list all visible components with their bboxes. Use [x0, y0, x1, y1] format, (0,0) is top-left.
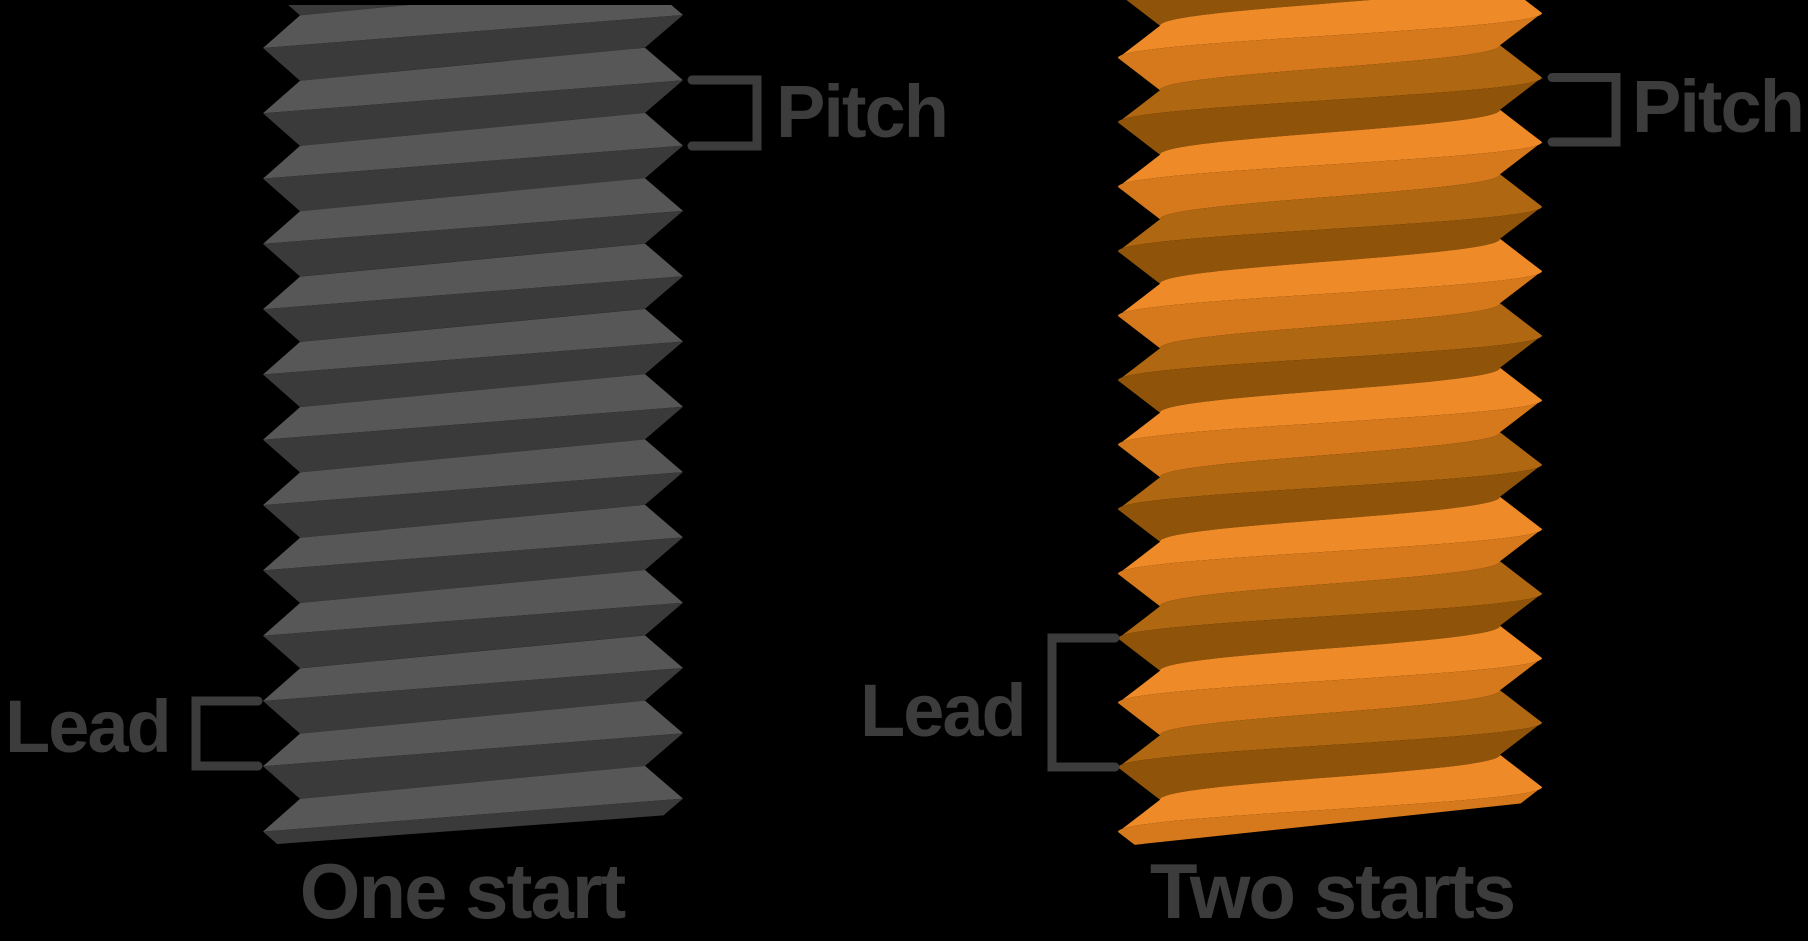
pitch-label-right: Pitch [1632, 65, 1805, 148]
thread-flank [263, 243, 683, 310]
thread-flank [263, 602, 683, 669]
thread-flank [1118, 529, 1542, 607]
caption-two-starts: Two starts [1149, 847, 1516, 935]
thread-flank [263, 504, 683, 571]
thread-flank [1118, 0, 1542, 58]
thread-flank [1118, 722, 1542, 800]
thread-flank [1118, 367, 1542, 445]
thread-flank [263, 472, 683, 538]
thread-flank [1118, 432, 1542, 510]
lead-label-right: Lead [860, 669, 1027, 752]
thread-flank [263, 341, 683, 408]
thread-flank [263, 668, 683, 734]
thread-flank [263, 276, 683, 342]
thread-flank [1118, 335, 1542, 413]
thread-flank [263, 439, 683, 506]
thread-flank [1118, 400, 1542, 478]
caption-one-start: One start [299, 847, 626, 935]
thread-flank [263, 47, 683, 114]
thread-flank [263, 406, 683, 473]
lead-bracket-right [1047, 633, 1120, 772]
thread-flank [263, 570, 683, 636]
thread-flank [263, 635, 683, 701]
thread-flank [263, 374, 683, 440]
thread-flank [1118, 0, 1542, 26]
thread-flank [263, 145, 683, 212]
thread-flank [1118, 754, 1542, 832]
thread-flank [1118, 77, 1542, 155]
thread-flank [263, 733, 683, 799]
thread-flank [1118, 690, 1542, 768]
thread-flank [1118, 561, 1542, 639]
thread-flank [1118, 625, 1542, 703]
thread-flank [263, 5, 683, 48]
thread-flank [1118, 496, 1542, 574]
thread-flank [263, 210, 683, 277]
thread-flank [263, 178, 683, 244]
thread-flank [263, 112, 683, 179]
two-start-thread [1118, 0, 1542, 848]
thread-flank [1118, 658, 1542, 736]
thread-flank [1118, 464, 1542, 542]
lead-bracket-left [191, 696, 263, 771]
thread-flank [1118, 45, 1542, 123]
thread-flank [263, 80, 683, 146]
thread-flank [1118, 174, 1542, 252]
thread-flank [1118, 593, 1542, 671]
thread-flank [263, 700, 683, 767]
pitch-bracket-left [687, 75, 762, 151]
thread-flank [263, 308, 683, 375]
thread-flank [263, 765, 683, 832]
pitch-label-left: Pitch [776, 70, 949, 153]
thread-flank [1118, 271, 1542, 349]
thread-flank [1118, 109, 1542, 187]
pitch-bracket-right [1547, 73, 1621, 147]
thread-flank [1118, 238, 1542, 316]
thread-flank [1118, 303, 1542, 381]
thread-flank [1118, 13, 1542, 91]
thread-flank [1118, 206, 1542, 284]
lead-label-left: Lead [5, 685, 172, 768]
thread-flank [263, 537, 683, 603]
thread-flank [263, 15, 683, 81]
thread-flank [1118, 142, 1542, 220]
single-start-thread [263, 5, 683, 846]
